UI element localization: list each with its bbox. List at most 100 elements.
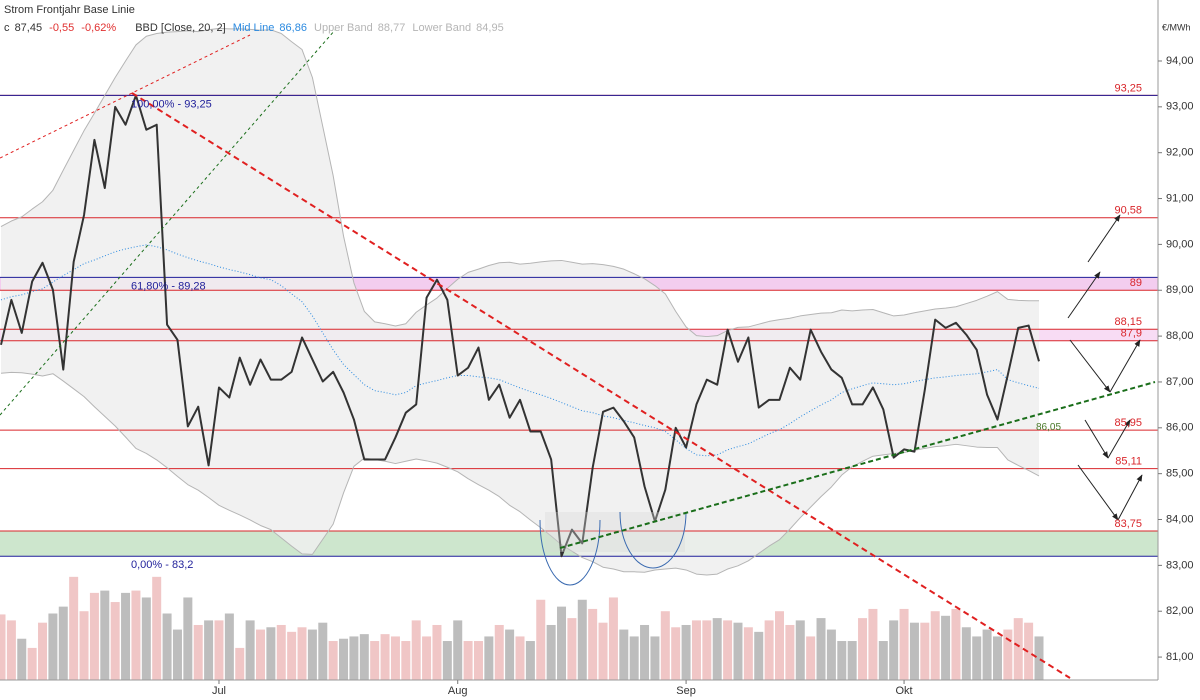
legend-lower-value: 84,95	[476, 22, 504, 34]
y-axis-unit: €/MWh	[1162, 22, 1191, 32]
volume-bar	[785, 624, 795, 680]
level-label: 89	[1130, 277, 1142, 289]
volume-bar	[38, 622, 48, 680]
volume-bar	[557, 606, 567, 680]
volume-bar	[473, 641, 483, 680]
volume-bar	[162, 613, 172, 680]
volume-bar	[494, 624, 504, 680]
volume-bar	[525, 641, 535, 680]
volume-bar	[318, 622, 328, 680]
volume-bar	[691, 620, 701, 680]
level-label: 93,25	[1114, 82, 1142, 94]
volume-bar	[89, 592, 99, 680]
trend-line	[131, 92, 1071, 679]
legend: c 87,45 -0,55 -0,62% BBD [Close, 20, 2] …	[4, 22, 504, 34]
volume-bar	[79, 611, 89, 680]
y-tick-label: 91,00	[1166, 192, 1194, 204]
volume-bar	[349, 636, 359, 680]
volume-bar	[982, 629, 992, 680]
arrow	[1107, 419, 1131, 459]
level-label: 85,95	[1114, 417, 1142, 429]
volume-bar	[390, 636, 400, 680]
legend-change-pct: -0,62%	[81, 22, 116, 34]
volume-bar	[868, 608, 878, 680]
volume-bar	[992, 636, 1002, 680]
drawings	[0, 29, 1156, 679]
volume-bar	[577, 599, 587, 680]
band-line	[0, 244, 1040, 457]
x-tick-label: Sep	[676, 685, 696, 697]
volume-bar	[702, 620, 712, 680]
volume-bar	[536, 599, 546, 680]
volume-bar	[951, 608, 961, 680]
cup-arc	[619, 511, 687, 569]
volume-bar	[17, 638, 27, 680]
volume-bar	[941, 615, 951, 680]
volume-bar	[598, 622, 608, 680]
volume-bar	[432, 624, 442, 680]
trend-line	[0, 34, 251, 159]
volume-bar	[193, 624, 203, 680]
volume-bar	[899, 608, 909, 680]
volume-bar	[930, 611, 940, 680]
volume-bar	[100, 590, 110, 680]
volume-bar	[484, 636, 494, 680]
level-label: 87,9	[1121, 328, 1142, 340]
volume-bar	[515, 636, 525, 680]
volume-bar	[650, 636, 660, 680]
legend-mid-value: 86,86	[279, 22, 307, 34]
volume-bar	[235, 647, 245, 680]
volume-bar	[266, 627, 276, 680]
volume-bar	[1013, 618, 1023, 680]
volume-bar	[858, 618, 868, 680]
legend-lower-name: Lower Band	[412, 22, 471, 34]
volume-bar	[972, 636, 982, 680]
volume-bar	[816, 618, 826, 680]
volume-bar	[380, 634, 390, 680]
y-tick-label: 86,00	[1166, 422, 1194, 434]
volume-bar	[6, 620, 16, 680]
volume-bar	[131, 590, 141, 680]
volume-bar	[204, 620, 214, 680]
y-tick-label: 92,00	[1166, 147, 1194, 159]
volume-bar	[58, 606, 68, 680]
level-label: 85,11	[1115, 456, 1142, 468]
chart-title: Strom Frontjahr Base Linie	[4, 4, 135, 16]
volume-bar	[889, 620, 899, 680]
volume-bar	[1034, 636, 1044, 680]
y-tick-label: 82,00	[1166, 605, 1194, 617]
volume-bar	[909, 622, 919, 680]
volume-bar	[505, 629, 515, 680]
y-tick-label: 84,00	[1166, 513, 1194, 525]
volume-bar	[743, 627, 753, 680]
trend-line	[0, 29, 336, 416]
volume-bar	[69, 576, 79, 680]
band-line	[0, 371, 1040, 576]
volume-bar	[837, 641, 847, 680]
band-fill	[1, 28, 1039, 575]
plot	[0, 0, 1162, 684]
volume-bar	[359, 634, 369, 680]
y-tick-label: 93,00	[1166, 101, 1194, 113]
volume-bar	[287, 631, 297, 680]
volume-bar	[152, 576, 162, 680]
y-tick-label: 85,00	[1166, 468, 1194, 480]
legend-change: -0,55	[49, 22, 74, 34]
volume-bar	[411, 620, 421, 680]
volume-bar	[401, 641, 411, 680]
legend-indicator: BBD [Close, 20, 2]	[135, 22, 226, 34]
projection-arrows	[1067, 214, 1143, 521]
y-tick-label: 94,00	[1166, 55, 1194, 67]
volume-bar	[1003, 629, 1013, 680]
volume-bar	[256, 629, 265, 680]
y-tick-label: 90,00	[1166, 238, 1194, 250]
legend-upper-value: 88,77	[378, 22, 406, 34]
level-label: 83,75	[1114, 518, 1142, 530]
y-tick-label: 87,00	[1166, 376, 1194, 388]
cup-arc	[539, 519, 601, 586]
volume-bar	[422, 636, 432, 680]
volume-bar	[795, 620, 805, 680]
y-tick-label: 88,00	[1166, 330, 1194, 342]
arrow	[1067, 271, 1101, 319]
volume-bar	[920, 622, 930, 680]
